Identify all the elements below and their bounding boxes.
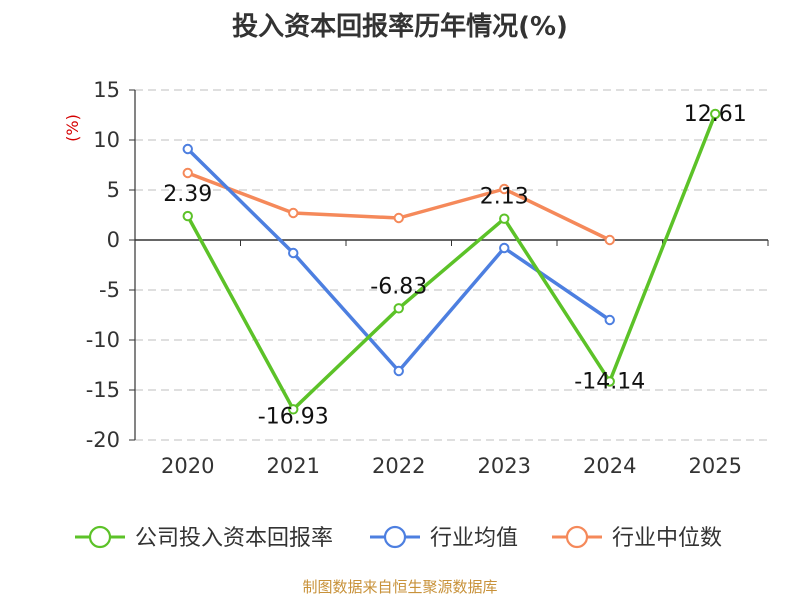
y-tick-label: -20	[86, 428, 120, 452]
data-label: -14.14	[574, 369, 645, 394]
data-label: -16.93	[258, 404, 329, 429]
data-point	[288, 207, 299, 219]
y-axis-unit: (%)	[63, 114, 82, 142]
x-tick-label: 2022	[372, 454, 425, 478]
data-point	[288, 247, 299, 259]
data-point	[393, 365, 404, 377]
data-label: 2.13	[480, 185, 529, 210]
x-tick-label: 2021	[267, 454, 320, 478]
data-point	[604, 314, 615, 326]
data-point	[393, 303, 404, 314]
x-tick-label: 2020	[161, 454, 214, 478]
data-source-note: 制图数据来自恒生聚源数据库	[302, 578, 498, 596]
data-point	[393, 212, 404, 224]
data-point	[499, 183, 510, 195]
legend-swatch-marker	[383, 525, 407, 549]
data-point	[499, 213, 510, 224]
data-point	[604, 376, 615, 387]
y-tick-label: -15	[86, 378, 120, 402]
y-tick-label: -10	[86, 328, 120, 352]
series-line	[187, 171, 611, 242]
legend-label: 行业均值	[430, 526, 518, 551]
data-point	[182, 167, 193, 179]
data-point	[182, 210, 193, 222]
legend-label: 行业中位数	[612, 526, 722, 551]
y-tick-label: 15	[93, 78, 120, 102]
series-line	[186, 113, 717, 412]
series-line	[186, 147, 611, 373]
data-label: -6.83	[370, 274, 427, 299]
chart-title: 投入资本回报率历年情况(%)	[232, 12, 568, 42]
data-point	[710, 108, 721, 120]
data-label: 2.39	[163, 182, 212, 207]
x-tick-label: 2023	[478, 454, 531, 478]
x-tick-label: 2024	[583, 454, 636, 478]
legend-label: 公司投入资本回报率	[135, 526, 333, 551]
y-tick-label: 10	[93, 128, 120, 152]
y-tick-label: -5	[99, 278, 120, 302]
y-tick-label: 0	[107, 228, 120, 252]
legend-swatch-marker	[565, 525, 589, 549]
legend-swatch-marker	[88, 525, 112, 549]
data-point	[182, 143, 193, 155]
x-tick-label: 2025	[689, 454, 742, 478]
y-tick-label: 5	[107, 178, 120, 202]
data-point	[288, 404, 299, 415]
data-point	[499, 242, 510, 254]
data-label: 12.61	[684, 102, 747, 127]
data-point	[604, 234, 615, 246]
